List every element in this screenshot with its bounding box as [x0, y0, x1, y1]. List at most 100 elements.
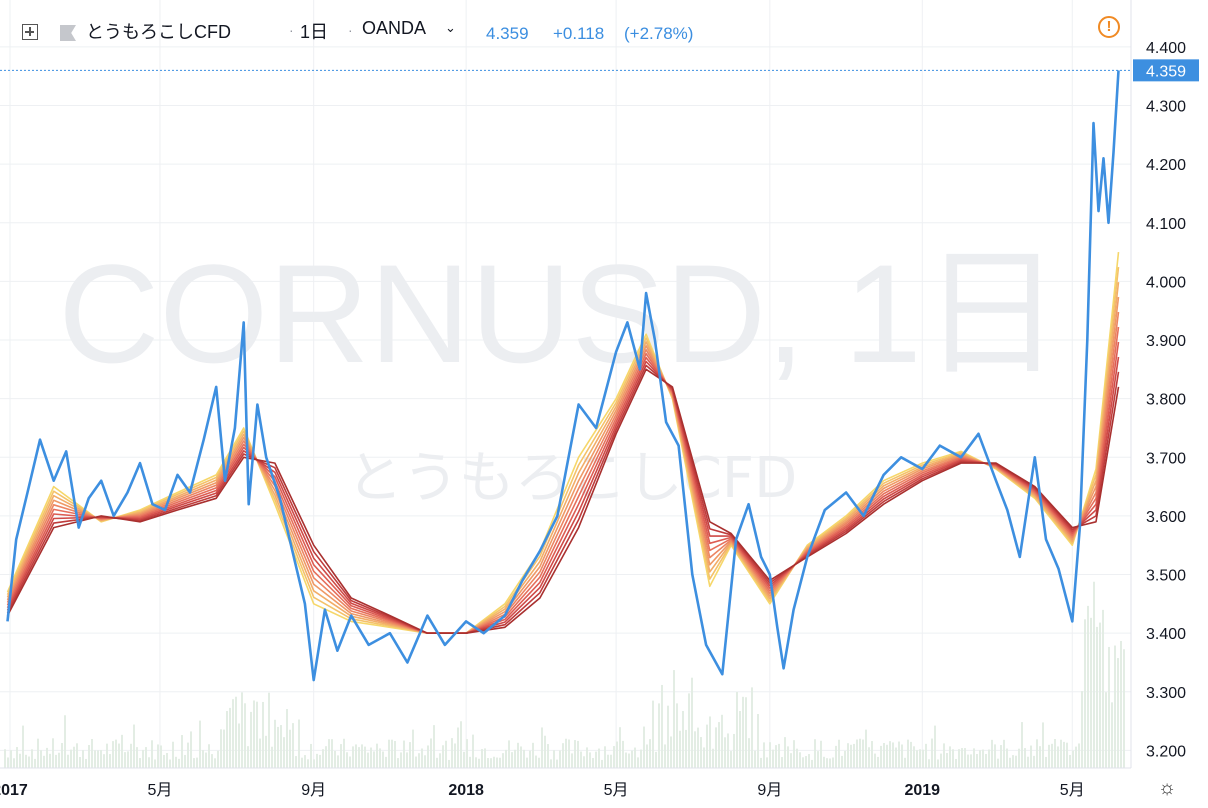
flag-icon[interactable]	[60, 25, 76, 41]
interval-label[interactable]: 1日	[300, 22, 329, 42]
volume-bar	[253, 700, 255, 768]
volume-bar	[199, 720, 201, 768]
volume-bar	[487, 758, 489, 768]
volume-bar	[1042, 722, 1044, 768]
volume-bar	[565, 738, 567, 768]
volume-bar	[658, 703, 660, 768]
volume-bar	[586, 747, 588, 768]
volume-bar	[913, 746, 915, 768]
volume-bar	[1105, 692, 1107, 768]
time-axis[interactable]: 2017 5月 9月 2018 5月 9月 2019 5月	[0, 782, 1085, 799]
symbol-name[interactable]: とうもろこしCFD	[86, 22, 231, 42]
volume-bar	[1012, 755, 1014, 768]
volume-bar	[286, 709, 288, 768]
volume-bar	[238, 723, 240, 768]
volume-bar	[28, 756, 30, 768]
add-symbol-icon[interactable]	[22, 24, 38, 40]
volume-bar	[922, 749, 924, 768]
price-tick-label: 3.200	[1146, 743, 1186, 760]
volume-bar	[514, 749, 516, 768]
volume-bar	[1075, 746, 1077, 768]
volume-bar	[340, 744, 342, 768]
volume-bar	[943, 743, 945, 768]
volume-bar	[1000, 745, 1002, 768]
price-tick-label: 4.000	[1146, 274, 1186, 291]
volume-bar	[985, 753, 987, 768]
volume-bar	[1033, 755, 1035, 768]
volume-bar	[1081, 691, 1083, 768]
volume-bar	[751, 687, 753, 768]
volume-bar	[880, 745, 882, 768]
volume-bar	[1123, 649, 1125, 768]
volume-bar	[1099, 622, 1101, 768]
price-tick-label: 3.400	[1146, 626, 1186, 643]
price-tick-label: 3.800	[1146, 392, 1186, 409]
volume-bar	[910, 741, 912, 768]
volume-bar	[544, 735, 546, 768]
volume-bar	[460, 721, 462, 768]
volume-bar	[808, 754, 810, 768]
volume-bar	[121, 734, 123, 768]
volume-bar	[793, 740, 795, 768]
volume-bar	[46, 747, 48, 768]
volume-bar	[889, 741, 891, 768]
volume-bar	[505, 749, 507, 768]
volume-bar	[349, 756, 351, 768]
volume-bar	[364, 746, 366, 768]
settings-gear-icon[interactable]: ☼	[1157, 777, 1177, 799]
volume-bar	[904, 757, 906, 768]
volume-bar	[673, 670, 675, 768]
time-tick-label: 2018	[448, 782, 484, 799]
volume-bar	[400, 752, 402, 768]
volume-bar	[847, 743, 849, 768]
exchange-label[interactable]: OANDA	[362, 18, 427, 38]
volume-bar	[367, 752, 369, 768]
watermark: CORNUSD, 1日 とうもろこしCFD	[58, 235, 1061, 511]
volume-bar	[535, 755, 537, 768]
volume-bar	[268, 692, 270, 768]
volume-bar	[667, 705, 669, 768]
volume-bar	[160, 745, 162, 768]
volume-bar	[190, 731, 192, 768]
volume-bar	[655, 751, 657, 768]
volume-bar	[928, 759, 930, 768]
volume-bar	[91, 738, 93, 768]
ma-line	[6, 296, 1120, 635]
time-tick-label: 2017	[0, 782, 28, 799]
volume-bar	[448, 759, 450, 768]
volume-bar	[406, 752, 408, 768]
volume-bar	[1078, 743, 1080, 768]
volume-bar	[16, 747, 18, 768]
volume-bar	[106, 743, 108, 768]
volume-bar	[1015, 755, 1017, 768]
volume-bar	[859, 738, 861, 768]
volume-bar	[745, 697, 747, 768]
volume-bar	[109, 754, 111, 768]
volume-bar	[760, 757, 762, 768]
volume-bar	[694, 731, 696, 768]
volume-bar	[706, 724, 708, 768]
volume-bar	[799, 752, 801, 768]
volume-bar	[166, 753, 168, 768]
volume-bar	[322, 749, 324, 768]
volume-bar	[250, 711, 252, 768]
chevron-down-icon[interactable]: ⌄	[445, 20, 456, 35]
volume-bar	[682, 710, 684, 768]
volume-bar	[205, 752, 207, 768]
volume-bar	[529, 750, 531, 768]
volume-bar	[130, 743, 132, 768]
volume-bar	[553, 750, 555, 768]
volume-bar	[277, 726, 279, 768]
volume-bar	[508, 740, 510, 768]
volume-bar	[484, 748, 486, 768]
alert-icon[interactable]: !	[1098, 16, 1120, 38]
volume-bar	[226, 711, 228, 768]
price-axis[interactable]: 4.400 4.300 4.200 4.100 4.000 3.900 3.800 3.700…	[1146, 40, 1186, 761]
volume-bar	[376, 743, 378, 768]
price-tick-label: 3.600	[1146, 509, 1186, 526]
volume-bar	[898, 741, 900, 768]
volume-bar	[19, 753, 21, 768]
volume-bar	[715, 727, 717, 768]
volume-bar	[49, 753, 51, 768]
